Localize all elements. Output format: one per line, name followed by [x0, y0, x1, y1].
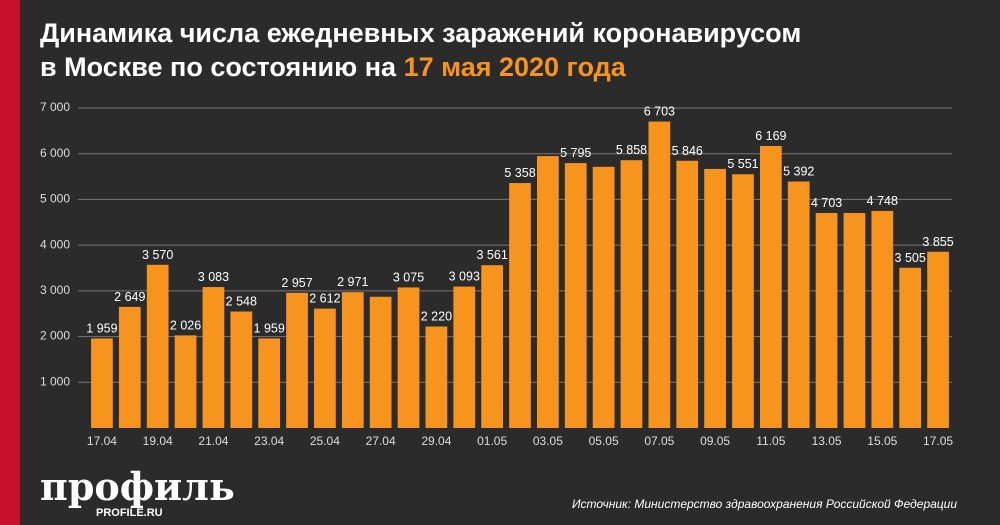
value-label: 5 858	[616, 143, 647, 157]
x-tick-label: 03.05	[533, 434, 563, 448]
bar	[927, 251, 949, 428]
value-label: 1 959	[254, 321, 285, 335]
red-strip	[0, 0, 20, 525]
y-tick-label: 6 000	[40, 146, 70, 160]
bar	[759, 145, 782, 428]
x-tick-label: 01.05	[477, 434, 507, 448]
value-label: 3 570	[142, 248, 173, 262]
y-tick-label: 3 000	[40, 283, 70, 297]
chart-title-line2: в Москве по состоянию на 17 мая 2020 год…	[40, 52, 627, 82]
bar	[369, 296, 392, 428]
y-tick-label: 2 000	[40, 329, 70, 343]
bar	[341, 292, 364, 428]
bar	[146, 264, 169, 428]
value-label: 5 846	[672, 144, 703, 158]
bar	[397, 287, 420, 428]
bar	[118, 306, 141, 428]
value-label: 2 957	[281, 276, 312, 290]
value-label: 5 795	[560, 146, 591, 160]
x-tick-label: 23.04	[254, 434, 284, 448]
value-label: 3 855	[922, 235, 953, 249]
source: Источник: Министерство здравоохранения Р…	[572, 497, 957, 511]
bar	[787, 181, 810, 428]
x-tick-label: 21.04	[198, 434, 228, 448]
bar	[732, 174, 754, 428]
x-tick-label: 27.04	[366, 434, 396, 448]
bar	[174, 335, 197, 428]
bar	[286, 292, 308, 428]
bar	[230, 311, 253, 428]
value-label: 2 220	[421, 310, 452, 324]
bar	[704, 168, 726, 429]
x-tick-label: 13.05	[812, 434, 842, 448]
bar	[453, 286, 476, 428]
value-label: 2 026	[170, 318, 201, 332]
value-label: 2 612	[309, 292, 340, 306]
x-tick-label: 07.05	[644, 434, 674, 448]
value-label: 5 392	[783, 165, 814, 179]
value-label: 4 703	[811, 196, 842, 210]
x-tick-label: 11.05	[756, 434, 785, 448]
title-text: в Москве по состоянию на	[40, 52, 397, 82]
bar	[620, 160, 643, 428]
bar	[258, 338, 281, 428]
x-tick-label: 19.04	[143, 434, 173, 448]
x-tick-label: 25.04	[310, 434, 340, 448]
x-tick-label: 05.05	[589, 434, 619, 448]
value-label: 3 083	[198, 270, 229, 284]
x-tick-label: 17.05	[923, 434, 953, 448]
value-label: 6 703	[644, 105, 675, 119]
value-label: 6 169	[755, 129, 786, 143]
logo-site: PROFILE.RU	[96, 507, 163, 519]
value-label: 4 748	[867, 194, 898, 208]
bar	[815, 213, 838, 428]
value-label: 2 971	[337, 275, 368, 289]
y-tick-label: 7 000	[40, 100, 70, 114]
bar	[564, 163, 587, 429]
bar	[509, 183, 531, 428]
value-label: 2 649	[114, 290, 145, 304]
value-label: 2 548	[226, 295, 257, 309]
y-tick-label: 5 000	[40, 192, 70, 206]
bar	[202, 287, 225, 428]
y-tick-label: 4 000	[40, 237, 70, 251]
x-tick-label: 17.04	[87, 434, 117, 448]
bar	[314, 308, 336, 428]
value-label: 5 358	[504, 166, 535, 180]
y-tick-label: 1 000	[40, 374, 70, 388]
x-tick-label: 29.04	[421, 434, 451, 448]
bar	[843, 213, 866, 428]
value-label: 3 075	[393, 270, 424, 284]
logo: профиль	[40, 464, 235, 509]
title-date: 17 мая 2020 года	[404, 52, 627, 82]
bar	[537, 156, 559, 428]
bar	[592, 166, 615, 428]
value-label: 5 551	[727, 157, 758, 171]
bar	[648, 121, 671, 428]
bar	[481, 265, 503, 428]
value-label: 3 093	[449, 270, 480, 284]
x-tick-label: 09.05	[700, 434, 730, 448]
chart-title: Динамика числа ежедневных заражений коро…	[40, 18, 801, 48]
value-label: 1 959	[86, 321, 117, 335]
x-tick-label: 15.05	[867, 434, 897, 448]
value-label: 3 561	[476, 248, 507, 262]
bar	[425, 326, 448, 428]
bar	[871, 210, 894, 428]
bar	[676, 160, 699, 429]
bar	[91, 338, 113, 428]
value-label: 3 505	[895, 251, 926, 265]
bar	[899, 267, 922, 428]
